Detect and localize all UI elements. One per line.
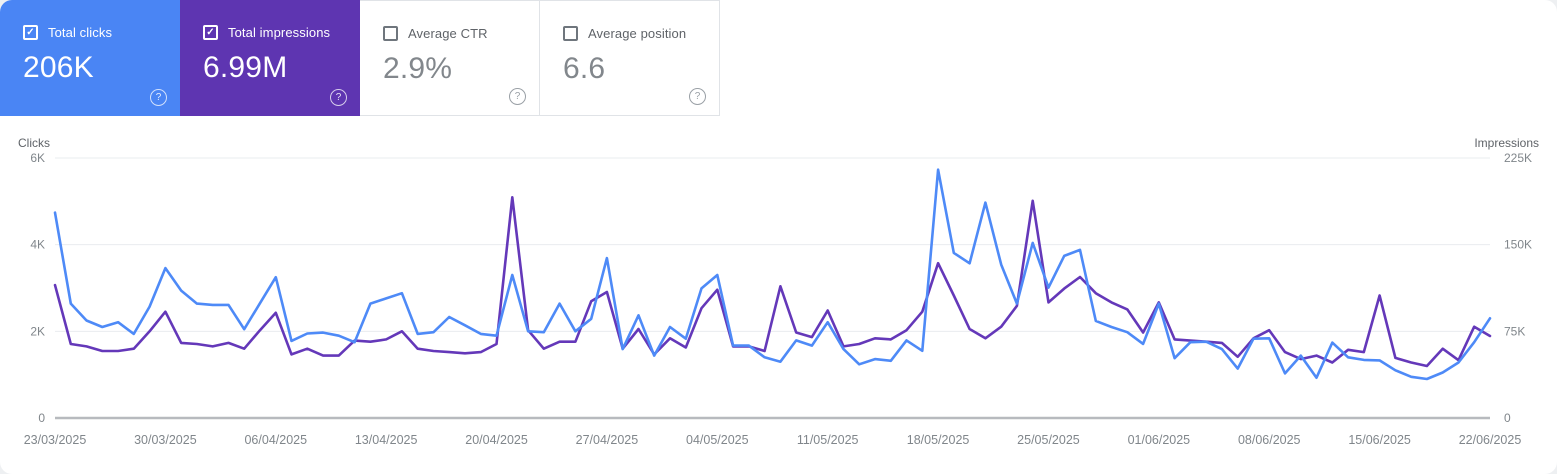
metric-card-average-ctr[interactable]: Average CTR 2.9%? (360, 0, 540, 116)
help-icon[interactable]: ? (689, 88, 706, 105)
x-tick-label: 08/06/2025 (1238, 433, 1301, 447)
help-icon[interactable]: ? (509, 88, 526, 105)
help-icon[interactable]: ? (150, 89, 167, 106)
metric-card-header: ✓ Total impressions (203, 25, 360, 40)
metric-card-header: Average CTR (383, 26, 539, 41)
right-axis-title: Impressions (1474, 136, 1539, 150)
metric-card-value: 2.9% (383, 52, 453, 85)
x-tick-label: 25/05/2025 (1017, 433, 1080, 447)
metric-card-total-clicks[interactable]: ✓ Total clicks 206K? (0, 0, 180, 116)
x-tick-label: 13/04/2025 (355, 433, 418, 447)
right-axis-tick: 225K (1504, 151, 1532, 165)
left-axis-title: Clicks (18, 136, 50, 150)
checkbox-checked-icon[interactable]: ✓ (23, 25, 38, 40)
x-tick-label: 01/06/2025 (1128, 433, 1191, 447)
metric-card-header: Average position (563, 26, 719, 41)
right-axis-tick: 150K (1504, 238, 1532, 252)
right-axis-tick: 75K (1504, 324, 1525, 338)
checkbox-checked-icon[interactable]: ✓ (203, 25, 218, 40)
impressions-line (53, 196, 1492, 368)
left-axis-tick: 2K (30, 324, 45, 338)
x-tick-label: 23/03/2025 (24, 433, 87, 447)
left-axis-tick: 6K (30, 151, 45, 165)
metric-card-label: Total clicks (48, 25, 113, 40)
left-axis-tick: 4K (30, 238, 45, 252)
x-tick-label: 20/04/2025 (465, 433, 528, 447)
metric-card-label: Average position (588, 26, 687, 41)
metric-card-value: 6.6 (563, 52, 606, 85)
clicks-line (53, 168, 1492, 381)
x-tick-label: 18/05/2025 (907, 433, 970, 447)
x-tick-label: 27/04/2025 (576, 433, 639, 447)
x-tick-label: 06/04/2025 (244, 433, 307, 447)
x-tick-label: 30/03/2025 (134, 433, 197, 447)
metric-cards-row: ✓ Total clicks 206K? ✓ Total impressions 6.99… (0, 0, 720, 116)
metric-card-total-impressions[interactable]: ✓ Total impressions 6.99M? (180, 0, 360, 116)
x-tick-label: 15/06/2025 (1348, 433, 1411, 447)
metric-card-label: Average CTR (408, 26, 488, 41)
checkbox-unchecked-icon[interactable] (563, 26, 578, 41)
metric-card-value: 206K (23, 51, 94, 84)
x-tick-label: 22/06/2025 (1459, 433, 1522, 447)
right-axis-tick: 0 (1504, 411, 1511, 425)
metric-card-label: Total impressions (228, 25, 331, 40)
metric-card-header: ✓ Total clicks (23, 25, 180, 40)
x-tick-label: 11/05/2025 (797, 433, 859, 447)
checkbox-unchecked-icon[interactable] (383, 26, 398, 41)
metric-card-average-position[interactable]: Average position 6.6? (540, 0, 720, 116)
left-axis-tick: 0 (38, 411, 45, 425)
x-tick-label: 04/05/2025 (686, 433, 749, 447)
help-icon[interactable]: ? (330, 89, 347, 106)
metric-card-value: 6.99M (203, 51, 288, 84)
